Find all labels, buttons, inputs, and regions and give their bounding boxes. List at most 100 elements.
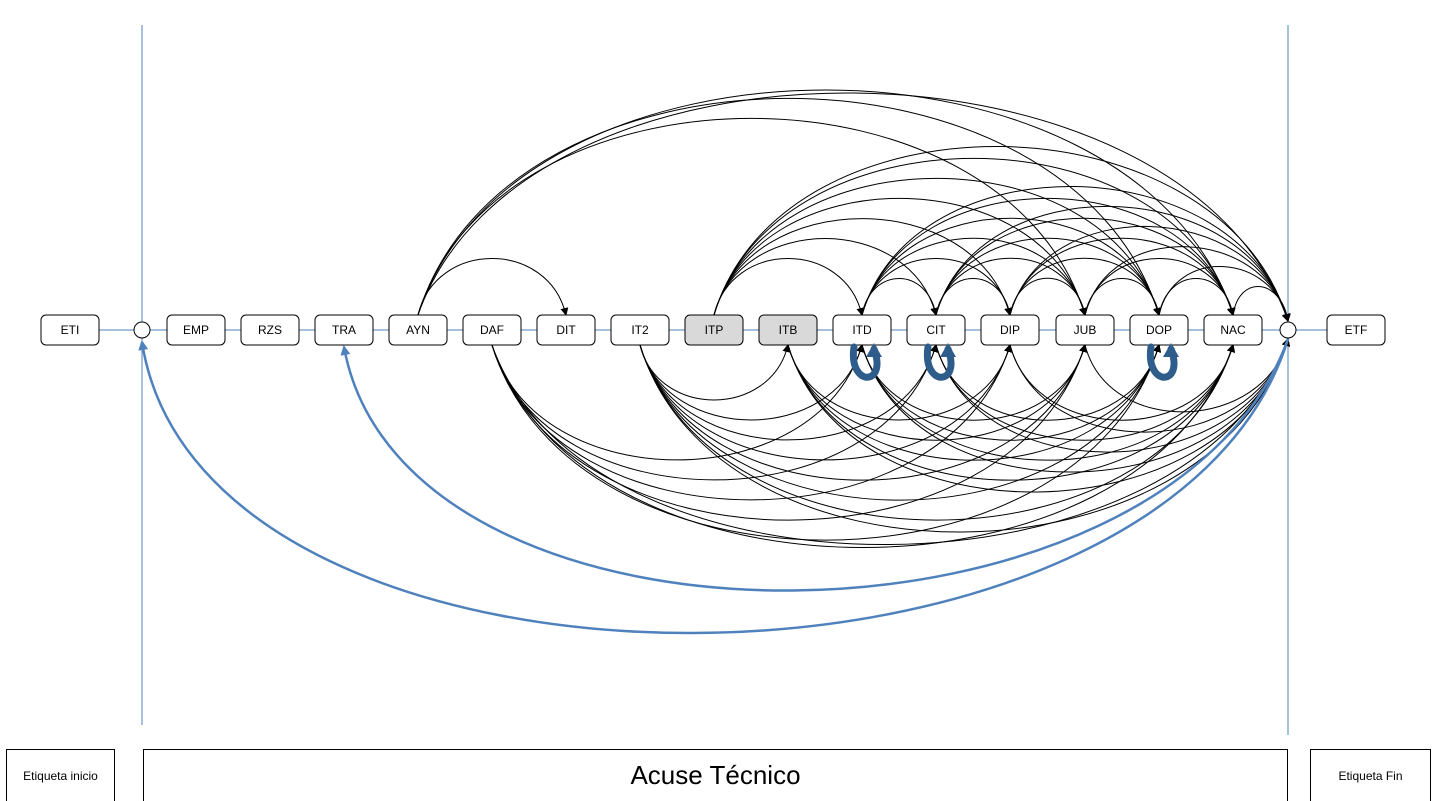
node-emp-label: EMP xyxy=(183,323,209,337)
arc-daf-jub xyxy=(491,344,1087,521)
self-loop-itd-arrowhead xyxy=(866,343,882,357)
node-daf[interactable]: DAF xyxy=(462,314,522,346)
node-dit[interactable]: DIT xyxy=(536,314,596,346)
arc-itd-j2 xyxy=(861,185,1290,322)
self-loop-dop xyxy=(1146,343,1178,381)
arc-it2-dop xyxy=(639,344,1161,501)
node-daf-box xyxy=(462,314,522,346)
end-label-box: Etiqueta Fin xyxy=(1310,749,1431,801)
node-dit-box xyxy=(536,314,596,346)
arc-dip-j2 xyxy=(1009,225,1291,322)
node-jub[interactable]: JUB xyxy=(1055,314,1115,346)
node-etf[interactable]: ETF xyxy=(1326,314,1386,346)
arc-itd-j2 xyxy=(861,338,1290,473)
return-arc-j2-j1 xyxy=(138,338,1290,635)
arc-jub-dop xyxy=(1084,278,1162,316)
arc-it2-itd xyxy=(639,344,865,421)
node-ayn[interactable]: AYN xyxy=(388,314,448,346)
node-nac-label: NAC xyxy=(1220,323,1246,337)
arc-daf-nac xyxy=(491,344,1235,548)
arc-it2-nac xyxy=(639,344,1235,521)
node-nac[interactable]: NAC xyxy=(1203,314,1263,346)
arc-daf-dop xyxy=(491,344,1161,541)
arc-itb-j2 xyxy=(787,338,1290,493)
arc-itb-dop xyxy=(787,344,1161,461)
arc-it2-jub xyxy=(639,344,1087,481)
arc-it2-j2 xyxy=(639,338,1290,533)
arc-itp-itd xyxy=(713,258,865,316)
node-daf-label: DAF xyxy=(480,323,504,337)
arc-dip-nac xyxy=(1009,344,1236,421)
node-dop[interactable]: DOP xyxy=(1129,314,1189,346)
arc-itd-jub xyxy=(861,344,1088,421)
node-rzs[interactable]: RZS xyxy=(240,314,300,346)
arc-ayn-dop xyxy=(417,98,1161,316)
node-it2[interactable]: IT2 xyxy=(610,314,670,346)
start-label: Etiqueta inicio xyxy=(23,768,98,783)
node-dip-label: DIP xyxy=(1000,323,1020,337)
self-loop-itd xyxy=(849,343,881,381)
node-dop-label: DOP xyxy=(1146,323,1172,337)
arc-dop-nac xyxy=(1158,278,1236,316)
node-cit[interactable]: CIT xyxy=(906,314,966,346)
junction-j1 xyxy=(133,321,151,339)
node-itd-label: ITD xyxy=(852,323,872,337)
arc-cit-dip xyxy=(935,278,1013,316)
arc-cit-dop xyxy=(935,237,1162,316)
arc-itd-dop xyxy=(861,217,1161,316)
arc-daf-itd xyxy=(491,344,864,461)
node-emp-box xyxy=(166,314,226,346)
node-rzs-label: RZS xyxy=(258,323,282,337)
node-etf-box xyxy=(1326,314,1386,346)
node-rzs-box xyxy=(240,314,300,346)
arc-itd-jub xyxy=(861,237,1088,316)
arc-itp-dop xyxy=(713,178,1161,316)
arc-dip-jub xyxy=(1009,277,1088,316)
self-loop-cit-arrowhead xyxy=(940,343,956,357)
arc-dop-j2 xyxy=(1158,266,1291,322)
node-nac-box xyxy=(1203,314,1263,346)
node-itb-label: ITB xyxy=(779,323,798,337)
self-loop-cit xyxy=(923,343,955,381)
arc-itd-nac xyxy=(861,344,1235,461)
node-ayn-box xyxy=(388,314,448,346)
arc-jub-j2 xyxy=(1084,246,1291,322)
node-cit-box xyxy=(906,314,966,346)
arc-dip-nac xyxy=(1009,237,1236,316)
node-itp-label: ITP xyxy=(705,323,724,337)
node-emp[interactable]: EMP xyxy=(166,314,226,346)
arc-it2-dip xyxy=(639,344,1012,461)
node-tra-label: TRA xyxy=(332,323,356,337)
node-jub-box xyxy=(1055,314,1115,346)
node-itd[interactable]: ITD xyxy=(832,314,892,346)
arc-itp-j2 xyxy=(713,146,1290,322)
start-label-box: Etiqueta inicio xyxy=(6,749,115,801)
arc-itp-dip xyxy=(713,218,1012,316)
arc-daf-cit xyxy=(491,344,938,481)
arc-it2-itb xyxy=(639,344,791,401)
node-dip[interactable]: DIP xyxy=(980,314,1040,346)
arc-daf-j2 xyxy=(491,338,1290,545)
arc-itp-cit xyxy=(713,238,939,316)
arc-jub-j2 xyxy=(1084,338,1291,413)
node-it2-box xyxy=(610,314,670,346)
node-cit-label: CIT xyxy=(926,323,946,337)
node-eti-label: ETI xyxy=(61,323,80,337)
arc-nac-j2 xyxy=(1232,286,1291,322)
arc-itb-nac xyxy=(787,344,1235,481)
node-eti[interactable]: ETI xyxy=(40,314,100,346)
arc-dip-j2 xyxy=(1009,338,1290,433)
arc-cit-jub xyxy=(935,257,1088,316)
node-dit-label: DIT xyxy=(556,323,576,337)
arc-cit-dop xyxy=(935,344,1162,421)
arc-itd-nac xyxy=(861,198,1235,316)
node-itb-box xyxy=(758,314,818,346)
node-itb[interactable]: ITB xyxy=(758,314,818,346)
arc-ayn-jub xyxy=(417,118,1087,316)
node-tra[interactable]: TRA xyxy=(314,314,374,346)
return-arc-j2-tra xyxy=(340,338,1290,592)
node-itp[interactable]: ITP xyxy=(684,314,744,346)
arc-cit-j2 xyxy=(935,205,1290,322)
arc-itd-cit xyxy=(861,278,939,316)
